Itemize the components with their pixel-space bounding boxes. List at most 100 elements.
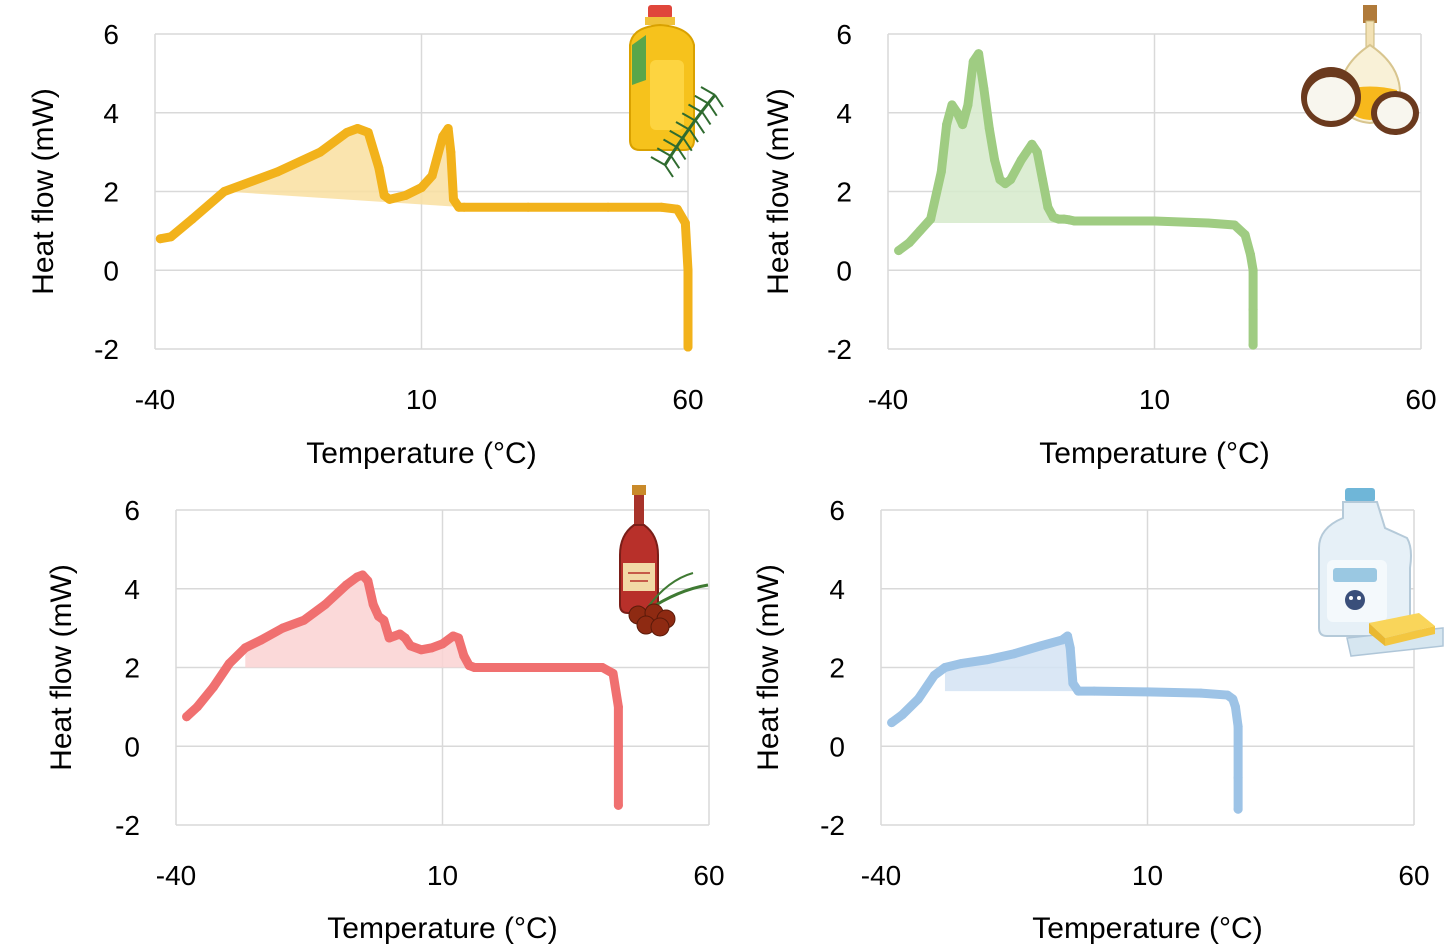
data-point bbox=[385, 194, 395, 204]
data-point bbox=[1229, 220, 1239, 230]
data-point bbox=[416, 645, 426, 655]
data-point bbox=[1248, 265, 1258, 275]
data-point bbox=[897, 710, 907, 720]
data-point bbox=[1248, 305, 1258, 315]
data-point bbox=[363, 127, 373, 137]
data-point bbox=[544, 663, 554, 672]
y-tick-label: 2 bbox=[836, 177, 852, 208]
data-point bbox=[448, 194, 458, 204]
data-point bbox=[974, 49, 984, 59]
data-point bbox=[273, 167, 283, 177]
x-tick-label: 60 bbox=[1405, 384, 1436, 415]
data-point bbox=[1233, 773, 1243, 783]
data-point bbox=[1203, 218, 1213, 228]
data-point bbox=[1009, 649, 1019, 659]
data-point bbox=[299, 615, 309, 625]
data-point bbox=[613, 741, 623, 751]
y-tick-label: 2 bbox=[124, 653, 140, 684]
data-point bbox=[913, 694, 923, 704]
data-point bbox=[1196, 688, 1206, 698]
data-point bbox=[438, 131, 448, 141]
data-point bbox=[523, 202, 533, 212]
data-point bbox=[278, 623, 288, 633]
y-tick-label: 6 bbox=[829, 495, 845, 526]
x-tick-label: 10 bbox=[427, 860, 458, 891]
data-point bbox=[1038, 175, 1048, 185]
peak-area bbox=[245, 574, 475, 668]
data-point bbox=[166, 232, 176, 242]
data-point bbox=[192, 702, 202, 712]
y-tick-label: 6 bbox=[103, 19, 119, 50]
data-point bbox=[958, 120, 968, 130]
y-tick-label: -2 bbox=[820, 810, 845, 841]
data-point bbox=[1006, 175, 1016, 185]
data-point bbox=[342, 580, 352, 590]
x-tick-label: -40 bbox=[156, 860, 196, 891]
heat-flow-line bbox=[182, 570, 623, 810]
data-point bbox=[983, 655, 993, 665]
y-tick-label: -2 bbox=[94, 334, 119, 365]
data-point bbox=[256, 635, 266, 645]
data-point bbox=[342, 127, 352, 137]
data-point bbox=[353, 124, 363, 133]
y-tick-label: 4 bbox=[829, 574, 845, 605]
x-axis-title: Temperature (°C) bbox=[1032, 912, 1262, 945]
data-point bbox=[1070, 216, 1080, 226]
data-point bbox=[427, 643, 437, 653]
data-point bbox=[446, 147, 456, 157]
y-tick-label: 4 bbox=[836, 98, 852, 129]
data-point bbox=[613, 800, 623, 810]
data-point bbox=[1043, 202, 1053, 212]
data-point bbox=[956, 659, 966, 669]
data-point bbox=[453, 633, 463, 643]
x-tick-label: 10 bbox=[406, 384, 437, 415]
data-point bbox=[1143, 687, 1152, 697]
data-point bbox=[887, 718, 897, 728]
data-point bbox=[942, 120, 952, 130]
data-point bbox=[968, 57, 978, 67]
data-point bbox=[683, 324, 693, 334]
data-point bbox=[1036, 641, 1046, 651]
data-point bbox=[1068, 678, 1078, 688]
data-point bbox=[1230, 702, 1240, 712]
data-point bbox=[379, 615, 389, 625]
y-axis-title: Heat flow (mW) bbox=[752, 564, 785, 771]
data-point bbox=[187, 214, 197, 224]
data-point bbox=[1065, 643, 1075, 653]
data-point bbox=[613, 702, 623, 712]
peak-area bbox=[224, 128, 465, 208]
data-point bbox=[603, 202, 613, 212]
data-point bbox=[459, 651, 469, 661]
y-axis-title: Heat flow (mW) bbox=[27, 88, 60, 295]
data-point bbox=[947, 100, 957, 110]
heat-flow-line bbox=[155, 124, 693, 352]
data-point bbox=[656, 202, 666, 212]
x-tick-label: 60 bbox=[672, 384, 703, 415]
y-tick-label: 4 bbox=[103, 98, 119, 129]
data-point bbox=[1240, 230, 1250, 240]
peak-area bbox=[930, 53, 1064, 223]
chart-panel-milk-fat: 6 4 2 0 -2 -40 10 60 Temperature (°C) Heat flow (… bbox=[752, 488, 1444, 945]
data-point bbox=[1233, 741, 1243, 751]
data-point bbox=[240, 643, 250, 653]
data-point bbox=[672, 204, 682, 214]
data-point bbox=[1063, 631, 1073, 641]
data-point bbox=[608, 668, 618, 678]
data-point bbox=[929, 670, 939, 680]
data-point bbox=[990, 155, 1000, 165]
data-point bbox=[224, 659, 234, 669]
data-point bbox=[469, 663, 479, 672]
data-point bbox=[1089, 686, 1099, 696]
y-tick-label: 0 bbox=[103, 255, 119, 286]
data-point bbox=[374, 163, 384, 173]
y-tick-label: 6 bbox=[836, 19, 852, 50]
y-tick-label: 6 bbox=[124, 495, 140, 526]
y-tick-label: 2 bbox=[829, 653, 845, 684]
data-point bbox=[904, 238, 914, 248]
chart-panel-coconut-oil: 6 4 2 0 -2 -40 10 60 Temperature (°C) Heat flow (… bbox=[762, 5, 1437, 470]
data-point bbox=[683, 342, 693, 352]
data-point bbox=[155, 234, 165, 244]
x-tick-label: 60 bbox=[1398, 860, 1429, 891]
data-point bbox=[1027, 139, 1037, 149]
